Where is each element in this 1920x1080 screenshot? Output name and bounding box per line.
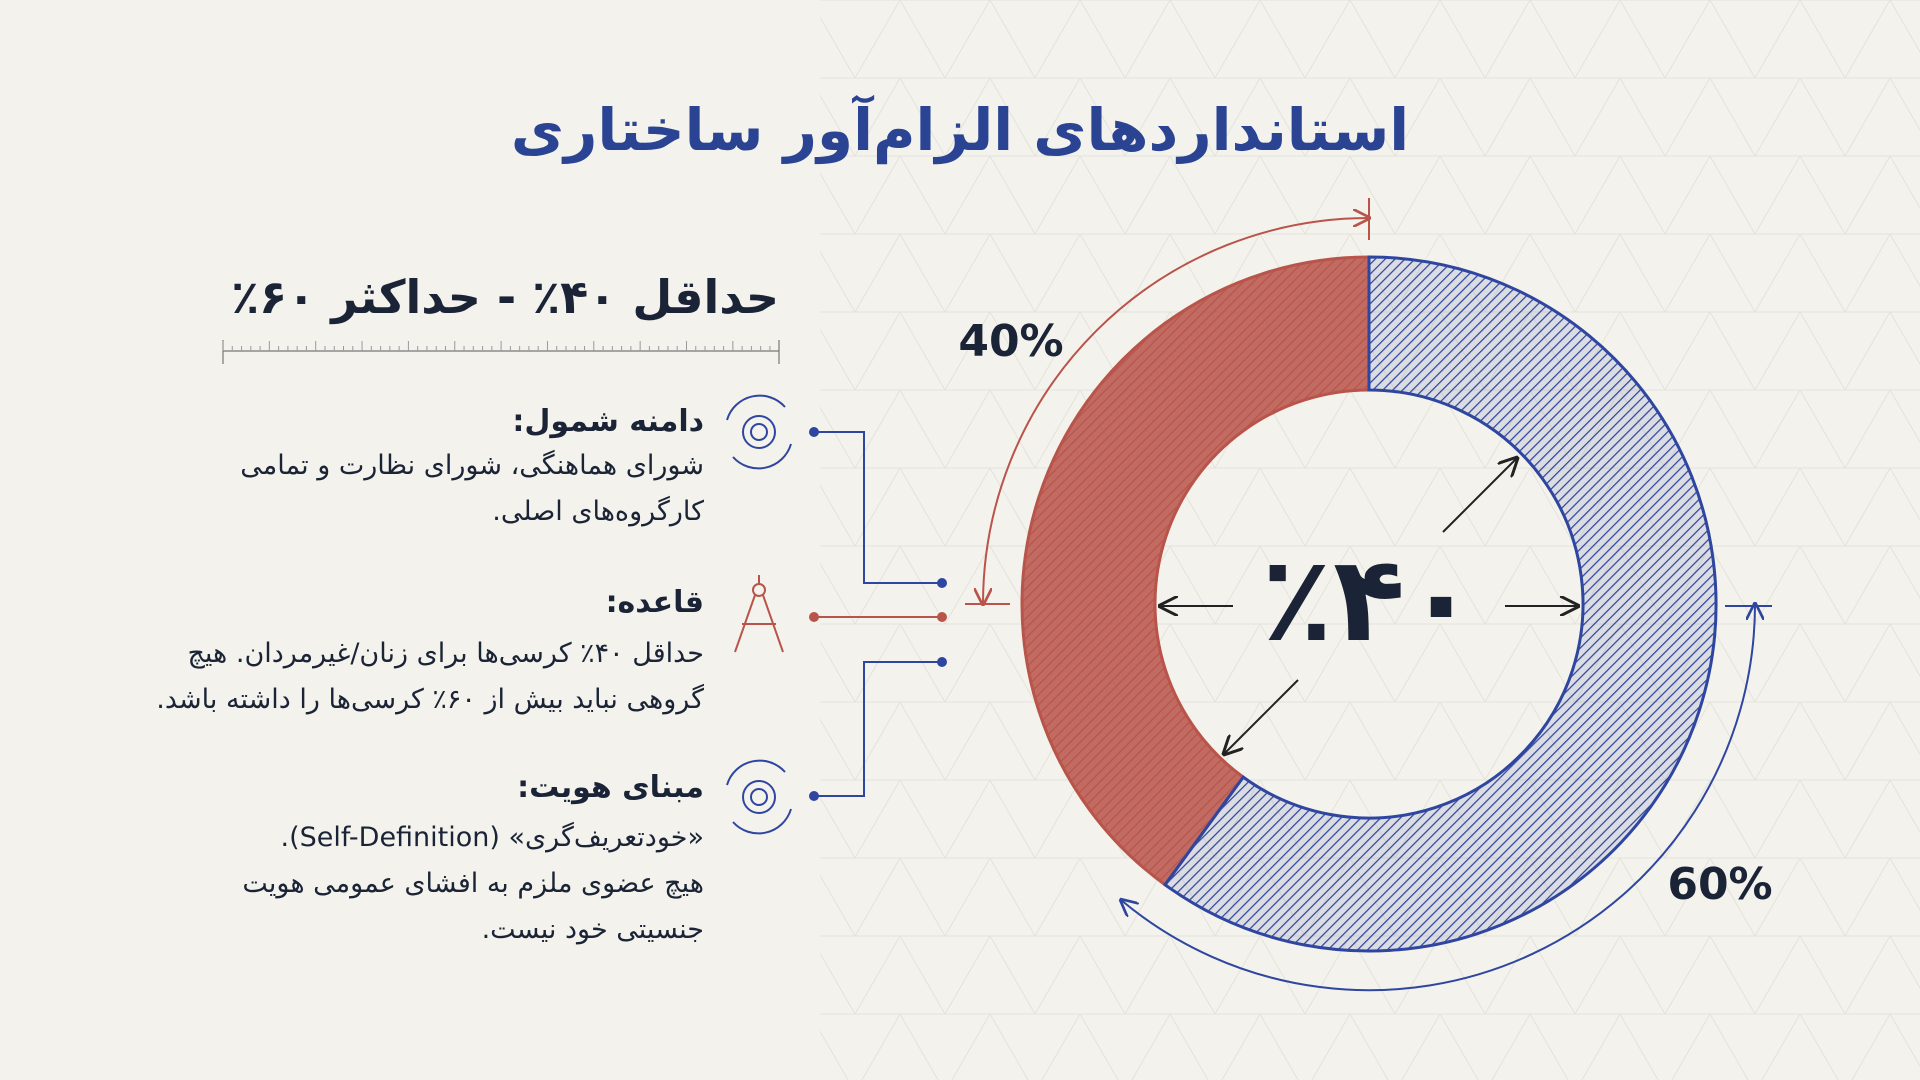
donut: [1020, 255, 1718, 953]
value-label: 60%: [1667, 859, 1772, 910]
range-label: حداقل ۴۰٪ - حداکثر ۶۰٪: [231, 270, 779, 324]
item-text: حداقل ۴۰٪ کرسی‌ها برای زنان/غیرمردان. هی…: [187, 638, 704, 669]
item-text: جنسیتی خود نیست.: [481, 914, 704, 945]
donut-segment: [1162, 255, 1718, 953]
donut-segment: [1020, 255, 1371, 887]
item-text: «خودتعریف‌گری» (Self-Definition).: [280, 822, 705, 853]
inner-arrows: [1160, 458, 1578, 754]
arc-arrows: [965, 198, 1772, 992]
title: استانداردهای الزام‌آور ساختاری: [510, 96, 1410, 164]
ruler-ticks: [222, 341, 771, 351]
item-text: هیچ عضوی ملزم به افشای عمومی هویت: [242, 868, 704, 899]
icons: [726, 394, 792, 835]
value-label: 40%: [958, 316, 1063, 367]
item-heading: مبنای هویت:: [517, 770, 704, 805]
item-text: گروهی نباید بیش از ۶۰٪ کرسی‌ها را داشته …: [156, 684, 704, 715]
item-heading: دامنه شمول:: [512, 404, 704, 439]
item-text: کارگروه‌های اصلی.: [492, 496, 704, 527]
item-text: شورای هماهنگی، شورای نظارت و تمامی: [240, 450, 704, 481]
connectors: [809, 427, 947, 801]
item-heading: قاعده:: [605, 585, 704, 620]
center-label: ٪۴۰: [1261, 530, 1477, 668]
